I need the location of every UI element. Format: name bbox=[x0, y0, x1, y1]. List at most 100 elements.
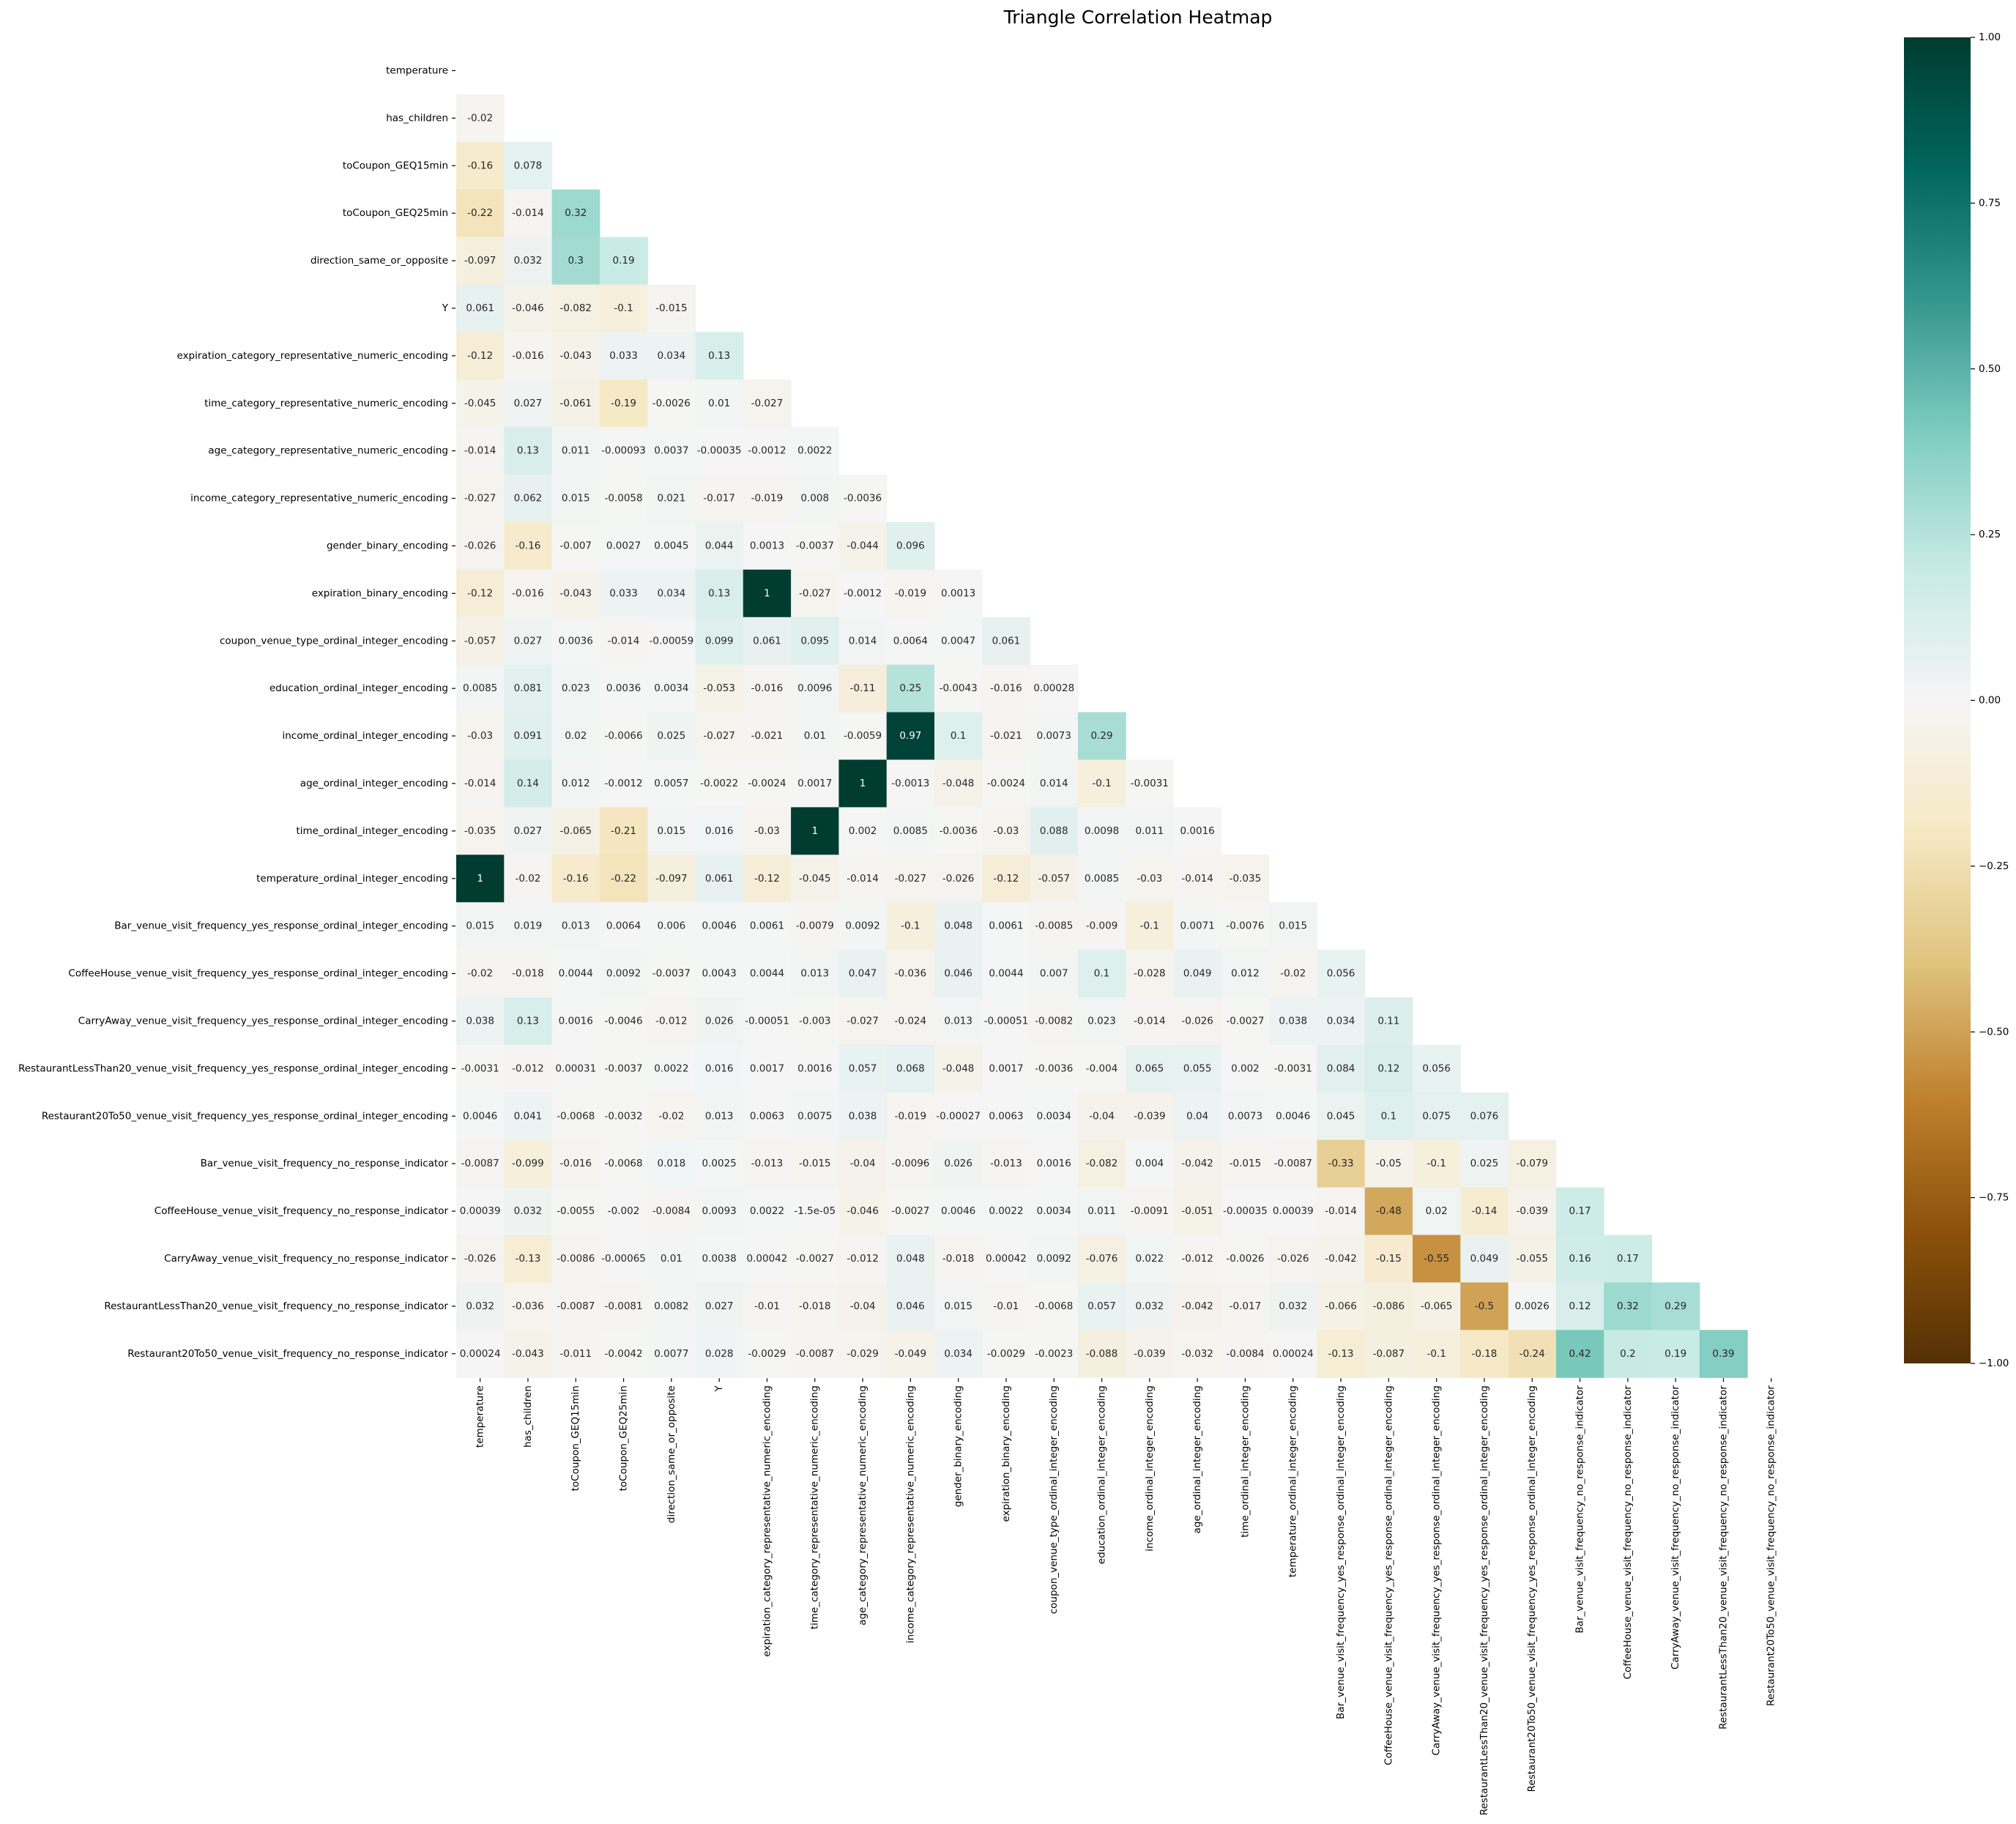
cell-value-label: 0.32 bbox=[1617, 1300, 1639, 1312]
heatmap-cell bbox=[504, 569, 553, 618]
cell-value-label: -0.02 bbox=[515, 873, 540, 885]
cell-value-label: 0.0034 bbox=[1037, 1205, 1071, 1217]
cell-value-label: 0.019 bbox=[514, 920, 543, 932]
cell-value-label: 0.034 bbox=[944, 1348, 972, 1360]
y-tick-label: toCoupon_GEQ25min bbox=[343, 207, 448, 219]
cell-value-label: -0.03 bbox=[467, 730, 493, 742]
cell-value-label: -0.0084 bbox=[652, 1205, 691, 1217]
cell-value-label: -0.043 bbox=[559, 587, 592, 599]
heatmap-cell bbox=[1269, 997, 1317, 1046]
cell-value-label: -0.0012 bbox=[604, 778, 642, 789]
cell-value-label: 0.19 bbox=[1664, 1348, 1686, 1360]
heatmap-cell bbox=[1030, 1187, 1079, 1236]
heatmap-cell bbox=[982, 1092, 1031, 1141]
heatmap-cell bbox=[456, 1282, 505, 1330]
cell-value-label: 0.013 bbox=[944, 1015, 972, 1027]
cell-value-label: -0.11 bbox=[850, 682, 876, 694]
cell-value-label: -0.04 bbox=[1089, 1110, 1115, 1122]
heatmap-cell bbox=[1364, 1044, 1413, 1093]
cell-value-label: 0.012 bbox=[562, 778, 590, 789]
cell-value-label: 0.00028 bbox=[1033, 682, 1074, 694]
heatmap-cell bbox=[1221, 855, 1270, 903]
cell-value-label: 0.0016 bbox=[1037, 1158, 1071, 1169]
cell-value-label: 0.1 bbox=[1094, 968, 1109, 980]
cell-value-label: 0.0063 bbox=[750, 1110, 784, 1122]
cell-value-label: -0.0029 bbox=[987, 1348, 1025, 1360]
heatmap-cell bbox=[504, 1044, 553, 1093]
heatmap-cell bbox=[647, 379, 696, 428]
cell-value-label: -0.14 bbox=[1471, 1205, 1497, 1217]
cell-value-label: -0.0031 bbox=[1274, 1062, 1312, 1074]
x-tick-label: Restaurant20To50_venue_visit_frequency_n… bbox=[1766, 1385, 1777, 1706]
heatmap-cell bbox=[1173, 1044, 1222, 1093]
cell-value-label: -0.1 bbox=[1140, 920, 1159, 932]
cell-value-label: -0.017 bbox=[703, 493, 735, 505]
cell-value-label: -0.014 bbox=[512, 207, 544, 219]
colorbar-tick-label: −0.25 bbox=[1979, 860, 2009, 872]
heatmap-cell bbox=[886, 712, 935, 761]
heatmap-cell bbox=[456, 474, 505, 523]
heatmap-cell bbox=[599, 522, 648, 570]
heatmap-cell bbox=[1126, 1139, 1175, 1188]
cell-value-label: -0.0085 bbox=[1035, 920, 1073, 932]
y-tick-label: RestaurantLessThan20_venue_visit_frequen… bbox=[104, 1300, 448, 1312]
heatmap-cell bbox=[647, 522, 696, 570]
cell-value-label: -0.0037 bbox=[796, 540, 834, 551]
heatmap-cell bbox=[982, 1187, 1031, 1236]
heatmap-cell bbox=[647, 1092, 696, 1141]
heatmap-cell bbox=[934, 1235, 983, 1283]
heatmap-cell bbox=[791, 664, 839, 713]
heatmap-cell bbox=[695, 1139, 744, 1188]
heatmap-cell bbox=[1413, 1092, 1461, 1141]
cell-value-label: 0.17 bbox=[1617, 1253, 1639, 1265]
heatmap-cell bbox=[886, 950, 935, 998]
heatmap-cell bbox=[504, 379, 553, 428]
cell-value-label: -0.0079 bbox=[796, 920, 834, 932]
heatmap-cell bbox=[934, 1330, 983, 1378]
cell-value-label: 0.027 bbox=[514, 825, 543, 837]
cell-value-label: -0.0087 bbox=[557, 1300, 595, 1312]
heatmap-cell bbox=[456, 1044, 505, 1093]
cell-value-label: -0.027 bbox=[751, 398, 784, 409]
y-tick-label: RestaurantLessThan20_venue_visit_frequen… bbox=[18, 1062, 448, 1074]
heatmap-cell bbox=[1317, 997, 1366, 1046]
cell-value-label: -0.016 bbox=[751, 682, 784, 694]
x-tick-label: time_category_representative_numeric_enc… bbox=[809, 1385, 821, 1629]
cell-value-label: 0.00042 bbox=[747, 1253, 788, 1265]
cell-value-label: 0.16 bbox=[1569, 1253, 1591, 1265]
heatmap-cell bbox=[982, 1044, 1031, 1093]
heatmap-cell bbox=[886, 1092, 935, 1141]
cell-value-label: -0.03 bbox=[754, 825, 780, 837]
heatmap-cell bbox=[1077, 1235, 1126, 1283]
cell-value-label: -0.16 bbox=[515, 540, 540, 551]
cell-value-label: -0.00065 bbox=[601, 1253, 646, 1265]
heatmap-cell bbox=[743, 1330, 792, 1378]
heatmap-cell bbox=[1126, 1282, 1175, 1330]
heatmap-cell bbox=[1077, 712, 1126, 761]
heatmap-cell bbox=[1077, 902, 1126, 950]
cell-value-label: -0.0082 bbox=[1035, 1015, 1073, 1027]
heatmap-cell bbox=[599, 855, 648, 903]
cell-value-label: 0.016 bbox=[705, 1062, 734, 1074]
heatmap-annotations: -0.02 -0.16 0.078 -0.22 -0.014 0.32 -0.097 0.03… bbox=[460, 112, 1735, 1359]
y-tick-label: age_ordinal_integer_encoding bbox=[300, 778, 448, 789]
cell-value-label: 0.0071 bbox=[1180, 920, 1215, 932]
cell-value-label: -1.5e-05 bbox=[794, 1205, 836, 1217]
x-tick-label: direction_same_or_opposite bbox=[666, 1385, 677, 1523]
heatmap-cell bbox=[743, 712, 792, 761]
heatmap-cell bbox=[695, 332, 744, 380]
heatmap-cell bbox=[551, 664, 600, 713]
heatmap-cell bbox=[1221, 1235, 1270, 1283]
cell-value-label: 0.0046 bbox=[702, 920, 737, 932]
heatmap-cell bbox=[982, 997, 1031, 1046]
heatmap-cell bbox=[599, 807, 648, 855]
cell-value-label: -0.046 bbox=[512, 302, 544, 314]
heatmap-cell bbox=[886, 1139, 935, 1188]
heatmap-cell bbox=[838, 1187, 888, 1236]
cell-value-label: -0.003 bbox=[799, 1015, 831, 1027]
cell-value-label: 0.29 bbox=[1091, 730, 1113, 742]
heatmap-cell bbox=[1413, 1235, 1461, 1283]
heatmap-cell bbox=[838, 1044, 888, 1093]
heatmap-cell bbox=[647, 474, 696, 523]
heatmap-cell bbox=[791, 569, 839, 618]
